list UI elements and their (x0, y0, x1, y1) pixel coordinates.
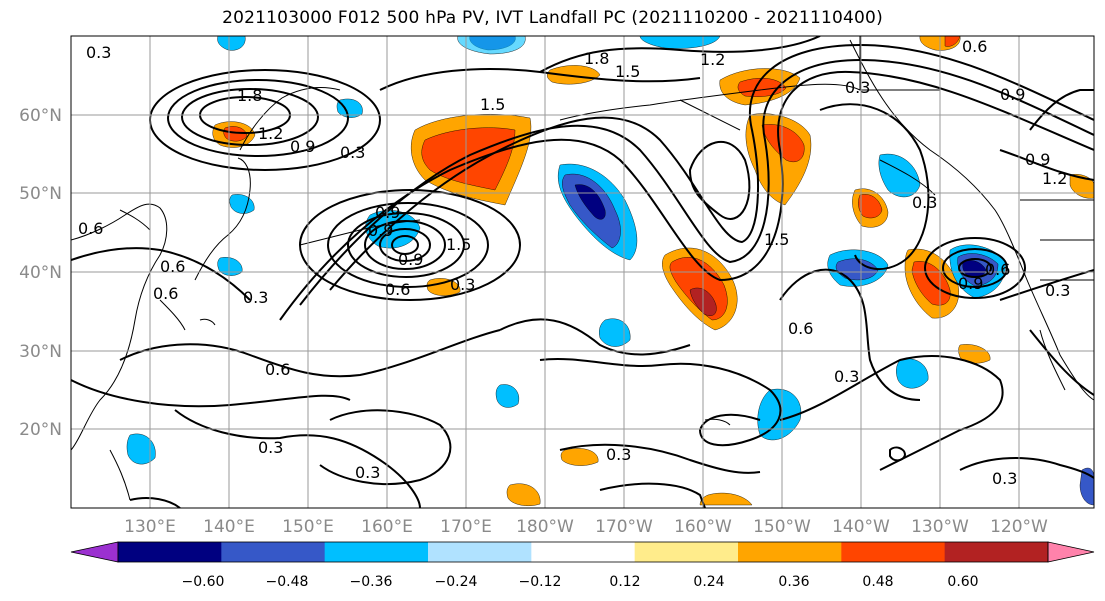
lon-label: 160°W (674, 517, 732, 537)
lat-label: 20°N (19, 420, 62, 440)
colorbar-segments (70, 541, 1095, 563)
contour-label: 0.6 (160, 257, 185, 276)
lon-label: 160°E (361, 517, 413, 537)
lon-axis: 130°E 140°E 150°E 160°E 170°E 180°W 170°… (124, 517, 1048, 537)
colorbar-tick-label: 0.24 (693, 574, 724, 590)
map-frame (70, 35, 1095, 509)
contour-label: 0.9 (368, 221, 393, 240)
colorbar: −0.60 −0.48 −0.36 −0.24 −0.12 0.12 0.24 … (70, 541, 1095, 590)
colorbar-frame (117, 541, 1049, 563)
contour-label: 0.3 (86, 43, 111, 62)
contour-label: 0.6 (385, 280, 410, 299)
contour-label: 0.9 (1025, 150, 1050, 169)
lon-label: 130°W (911, 517, 969, 537)
contour-label: 0.3 (1045, 281, 1070, 300)
lon-label: 150°W (753, 517, 811, 537)
lon-label: 150°E (282, 517, 334, 537)
contour-label: 1.5 (446, 235, 471, 254)
lon-label: 140°W (832, 517, 890, 537)
contour-label: 1.5 (615, 62, 640, 81)
contour-label: 0.6 (962, 37, 987, 56)
lon-label: 170°E (440, 517, 492, 537)
contour-label: 0.9 (375, 203, 400, 222)
colorbar-segment (118, 542, 222, 562)
colorbar-segment (221, 542, 326, 562)
contour-label: 0.6 (985, 260, 1010, 279)
colorbar-tick-label: −0.36 (350, 574, 393, 590)
contour-label: 1.5 (764, 230, 789, 249)
contour-label: 0.6 (153, 284, 178, 303)
contour-label: 0.3 (845, 78, 870, 97)
colorbar-tick-label: −0.24 (435, 574, 478, 590)
contour-label: 0.9 (398, 250, 423, 269)
colorbar-ticks: −0.60 −0.48 −0.36 −0.24 −0.12 0.12 0.24 … (182, 574, 979, 590)
lat-label: 40°N (19, 263, 62, 283)
colorbar-tick-label: −0.48 (266, 574, 309, 590)
contour-label: 0.9 (1000, 85, 1025, 104)
lon-label: 180°W (516, 517, 574, 537)
graticule (71, 36, 1094, 508)
contour-label: 0.3 (834, 367, 859, 386)
lat-label: 60°N (19, 106, 62, 126)
contour-label: 0.6 (788, 319, 813, 338)
colorbar-tick-label: 0.60 (947, 574, 978, 590)
contour-label: 0.3 (992, 469, 1017, 488)
colorbar-segment (944, 542, 1049, 562)
colorbar-segment (428, 542, 532, 562)
colorbar-tick-label: −0.12 (519, 574, 562, 590)
contour-label: 1.8 (584, 49, 609, 68)
colorbar-segment (634, 542, 739, 562)
colorbar-segment (531, 542, 636, 562)
contour-label: 1.8 (237, 86, 262, 105)
contour-labels: 0.3 1.8 1.5 1.2 0.6 0.9 0.3 1.8 1.2 0.9 … (78, 37, 1070, 488)
colorbar-tick-label: 0.12 (609, 574, 640, 590)
lat-axis: 60°N 50°N 40°N 30°N 20°N (19, 106, 62, 440)
colorbar-tick-label: 0.36 (778, 574, 809, 590)
contour-label: 0.3 (340, 143, 365, 162)
lat-label: 50°N (19, 184, 62, 204)
map-title: 2021103000 F012 500 hPa PV, IVT Landfall… (222, 8, 883, 28)
contour-label: 0.3 (450, 275, 475, 294)
contour-label: 0.3 (258, 438, 283, 457)
colorbar-tick-label: −0.60 (182, 574, 225, 590)
lon-label: 140°E (203, 517, 255, 537)
contour-label: 1.2 (258, 124, 283, 143)
contour-label: 0.3 (912, 193, 937, 212)
contour-label: 1.2 (1042, 169, 1067, 188)
contour-label: 0.3 (243, 288, 268, 307)
colorbar-extend-high (1047, 541, 1095, 563)
contour-label: 0.9 (290, 137, 315, 156)
colorbar-segment (841, 542, 946, 562)
colorbar-extend-low (70, 541, 119, 563)
colorbar-segment (324, 542, 429, 562)
lat-label: 30°N (19, 342, 62, 362)
contour-label: 0.6 (78, 219, 103, 238)
colorbar-tick-label: 0.48 (862, 574, 893, 590)
colorbar-segment (738, 542, 842, 562)
lon-label: 130°E (124, 517, 176, 537)
lon-label: 170°W (595, 517, 653, 537)
contour-label: 0.3 (355, 463, 380, 482)
lon-label: 120°W (990, 517, 1048, 537)
contour-label: 0.3 (606, 445, 631, 464)
pv-contours (71, 36, 1094, 508)
contour-label: 0.9 (958, 274, 983, 293)
contour-label: 0.6 (265, 360, 290, 379)
contour-label: 1.5 (480, 95, 505, 114)
contour-label: 1.2 (700, 50, 725, 69)
